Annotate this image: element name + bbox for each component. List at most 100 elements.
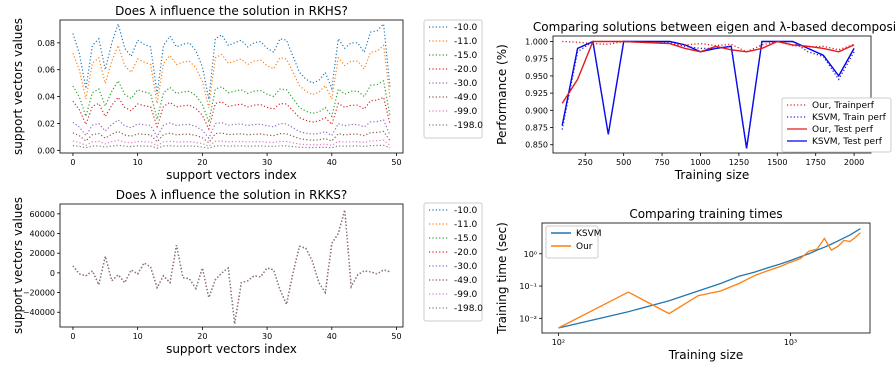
panel-rkks: 0 10 20 30 40 50 −40000 −20000 0 20000 40000 60000 D…	[11, 188, 483, 356]
legend-label: -30.0	[454, 79, 478, 89]
series-line	[72, 119, 391, 140]
x-axis-label: Training size	[668, 348, 743, 362]
plot-frame	[59, 203, 404, 328]
x-tick-label: 20	[197, 158, 207, 167]
series-line	[72, 209, 391, 325]
legend-label: -15.0	[454, 51, 478, 61]
y-tick-label: −40000	[23, 308, 55, 317]
x-tick-label: 10²	[552, 338, 565, 347]
legend-label: -49.0	[454, 93, 478, 103]
x-tick-label: 1500	[767, 158, 787, 167]
legend-label: KSVM	[576, 229, 602, 239]
y-axis-label: Training time (sec)	[495, 222, 509, 335]
y-tick-label: 1.000	[525, 38, 548, 47]
y-tick-label: 40000	[30, 230, 55, 239]
x-tick-label: 40	[327, 158, 337, 167]
series-line	[561, 40, 855, 150]
y-tick-label: 0.975	[525, 55, 548, 64]
y-tick-label: 0.925	[525, 89, 548, 98]
legend-label: -99.0	[454, 290, 478, 300]
x-tick-label: 30	[262, 158, 272, 167]
series-line	[562, 40, 855, 53]
y-tick-label: 0.02	[37, 119, 55, 128]
legend-label: -99.0	[454, 107, 478, 117]
legend	[423, 19, 483, 139]
series-line	[72, 209, 391, 325]
x-tick-label: 1250	[729, 158, 749, 167]
y-tick-label: 0.00	[37, 146, 55, 155]
panel-performance: 250 500 750 1000 1250 1500 1750 2000 0.850 0.875 0…	[495, 20, 896, 182]
x-axis-label: support vectors index	[166, 342, 297, 356]
legend-label: KSVM, Train perf	[812, 113, 887, 123]
series-line	[558, 228, 861, 329]
series-line	[72, 209, 391, 325]
x-tick-label: 500	[616, 158, 631, 167]
legend-label: -20.0	[454, 248, 478, 258]
legend-label: -198.0	[454, 121, 483, 131]
y-tick-label: −20000	[23, 289, 55, 298]
x-tick-label: 10	[133, 332, 143, 341]
x-tick-label: 50	[391, 332, 401, 341]
legend-label: KSVM, Test perf	[812, 137, 883, 147]
plot-frame	[541, 222, 871, 334]
y-tick-label: 10⁰	[524, 250, 537, 259]
plot-frame	[552, 35, 872, 154]
x-tick-label: 1750	[806, 158, 826, 167]
x-tick-label: 250	[578, 158, 593, 167]
series-line	[72, 209, 391, 325]
legend-label: -10.0	[454, 23, 478, 33]
chart-title: Comparing solutions between eigen and λ-…	[533, 20, 896, 34]
legend-label: -11.0	[454, 220, 478, 230]
y-tick-label: 0.875	[525, 124, 548, 133]
legend	[423, 202, 483, 322]
y-tick-label: 0	[50, 269, 55, 278]
y-tick-label: 0.06	[37, 66, 55, 75]
series-line	[72, 43, 391, 109]
x-tick-label: 1000	[690, 158, 710, 167]
plot-frame	[59, 19, 404, 154]
series-line	[72, 209, 391, 325]
y-tick-label: 0.04	[37, 93, 55, 102]
series-line	[72, 130, 391, 144]
y-tick-label: 10⁻¹	[519, 282, 537, 291]
x-axis-label: support vectors index	[166, 168, 297, 182]
y-axis-label: support vectors values	[11, 197, 25, 334]
x-tick-label: 10³	[784, 338, 797, 347]
series-line	[72, 209, 391, 325]
y-tick-label: 0.850	[525, 141, 548, 150]
series-line	[72, 144, 391, 149]
x-axis-label: Training size	[674, 168, 749, 182]
chart-title: Does λ influence the solution in RKKS?	[116, 188, 348, 202]
y-tick-label: 10⁻²	[519, 314, 537, 323]
legend-label: -15.0	[454, 234, 478, 244]
y-tick-label: 0.900	[525, 106, 548, 115]
legend-label: Our, Trainperf	[812, 101, 875, 111]
panel-training-times: 10² 10³ 10⁻² 10⁻¹ 10⁰ Comparing training time…	[495, 207, 871, 362]
legend	[781, 97, 892, 153]
x-tick-label: 0	[70, 332, 75, 341]
legend-label: -198.0	[454, 304, 483, 314]
y-axis-label: Performance (%)	[495, 44, 509, 145]
series-line	[558, 232, 861, 329]
x-tick-label: 2000	[844, 158, 864, 167]
legend-label: -11.0	[454, 37, 478, 47]
x-tick-label: 30	[262, 332, 272, 341]
chart-title: Comparing training times	[629, 207, 782, 221]
y-axis-label: support vectors values	[11, 18, 25, 155]
legend	[545, 225, 599, 259]
legend-label: -49.0	[454, 276, 478, 286]
legend-label: Our	[576, 242, 593, 252]
series-line	[72, 79, 391, 125]
legend-label: Our, Test perf	[812, 125, 874, 135]
x-tick-label: 50	[391, 158, 401, 167]
x-tick-label: 40	[327, 332, 337, 341]
series-line	[72, 209, 391, 325]
series-line	[72, 209, 391, 325]
series-line	[72, 21, 391, 100]
x-tick-label: 10	[133, 158, 143, 167]
chart-title: Does λ influence the solution in RKHS?	[115, 4, 348, 18]
series-line	[72, 96, 391, 131]
legend-label: -10.0	[454, 206, 478, 216]
x-tick-label: 20	[197, 332, 207, 341]
